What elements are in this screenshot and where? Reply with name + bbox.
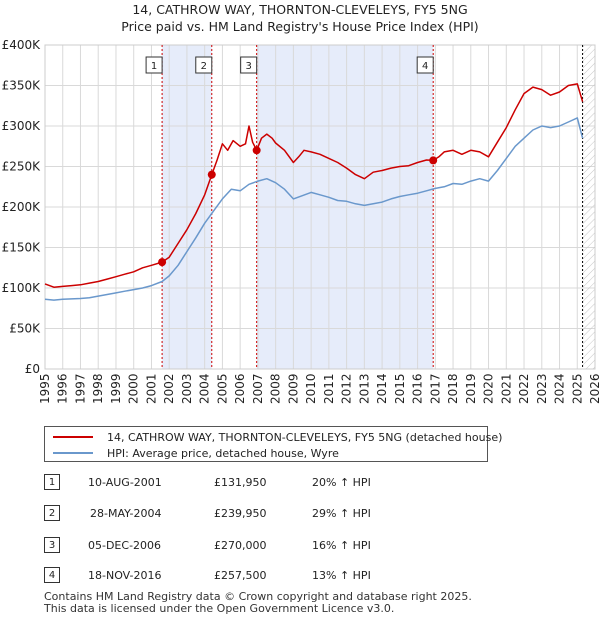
table-row: 1 10-AUG-2001 £131,950 20% ↑ HPI bbox=[44, 474, 464, 492]
x-tick-label: 2010 bbox=[304, 373, 318, 404]
sale-number-badge: 3 bbox=[44, 537, 60, 553]
sale-date: 18-NOV-2016 bbox=[88, 569, 162, 582]
x-tick-label: 2005 bbox=[215, 373, 229, 404]
sale-price: £270,000 bbox=[214, 539, 267, 552]
x-tick-label: 2019 bbox=[464, 373, 478, 404]
sale-marker-box bbox=[195, 56, 213, 74]
legend-label-property: 14, CATHROW WAY, THORNTON-CLEVELEYS, FY5… bbox=[107, 430, 503, 444]
y-tick-label: £100K bbox=[2, 281, 42, 295]
table-row: 2 28-MAY-2004 £239,950 29% ↑ HPI bbox=[44, 505, 464, 523]
y-tick-label: £150K bbox=[2, 241, 42, 255]
sale-marker-label: 3 bbox=[245, 61, 251, 72]
future-hatch-region bbox=[582, 45, 595, 369]
x-tick-label: 1997 bbox=[73, 373, 87, 404]
x-tick-label: 2006 bbox=[233, 373, 247, 404]
x-tick-label: 2008 bbox=[269, 373, 283, 404]
x-tick-label: 2000 bbox=[127, 373, 141, 404]
x-tick-label: 2001 bbox=[144, 373, 158, 404]
price-chart: 14, CATHROW WAY, THORNTON-CLEVELEYS, FY5… bbox=[2, 2, 600, 404]
sale-point bbox=[158, 258, 167, 267]
sale-price: £257,500 bbox=[214, 569, 267, 582]
x-tick-label: 2013 bbox=[357, 373, 371, 404]
x-tick-label: 2022 bbox=[517, 373, 531, 404]
x-tick-label: 2016 bbox=[411, 373, 425, 404]
y-tick-label: £300K bbox=[2, 119, 42, 133]
sale-number-badge: 1 bbox=[44, 474, 60, 490]
x-tick-label: 2009 bbox=[286, 373, 300, 404]
x-tick-label: 2011 bbox=[322, 373, 336, 404]
y-tick-label: £50K bbox=[9, 322, 41, 336]
sale-marker-box bbox=[416, 56, 434, 74]
x-tick-label: 2002 bbox=[162, 373, 176, 404]
x-tick-label: 2004 bbox=[198, 373, 212, 404]
x-tick-label: 1998 bbox=[91, 373, 105, 404]
sale-marker-label: 1 bbox=[151, 61, 157, 72]
sale-point bbox=[429, 156, 438, 165]
sale-number-badge: 4 bbox=[44, 567, 60, 583]
x-tick-label: 1995 bbox=[38, 373, 52, 404]
x-tick-label: 2015 bbox=[393, 373, 407, 404]
table-row: 3 05-DEC-2006 £270,000 16% ↑ HPI bbox=[44, 537, 464, 555]
chart-subtitle: Price paid vs. HM Land Registry's House … bbox=[121, 19, 478, 34]
sale-date: 28-MAY-2004 bbox=[90, 507, 162, 520]
sale-number-badge: 2 bbox=[44, 505, 60, 521]
x-tick-label: 2007 bbox=[251, 373, 265, 404]
y-tick-label: £350K bbox=[2, 79, 42, 93]
sale-hpi-change: 29% ↑ HPI bbox=[312, 507, 371, 520]
x-tick-label: 1996 bbox=[56, 373, 70, 404]
sale-price: £131,950 bbox=[214, 476, 267, 489]
sale-hpi-change: 20% ↑ HPI bbox=[312, 476, 371, 489]
x-tick-label: 2014 bbox=[375, 373, 389, 404]
sale-marker-box bbox=[145, 56, 163, 74]
property-price-line bbox=[44, 83, 584, 288]
footer-copyright: Contains HM Land Registry data © Crown c… bbox=[44, 590, 472, 603]
chart-title: 14, CATHROW WAY, THORNTON-CLEVELEYS, FY5… bbox=[132, 2, 467, 17]
sale-marker-label: 2 bbox=[201, 61, 207, 72]
sale-price: £239,950 bbox=[214, 507, 267, 520]
sale-date: 05-DEC-2006 bbox=[88, 539, 162, 552]
sale-marker-box bbox=[240, 56, 258, 74]
footer-licence: This data is licensed under the Open Gov… bbox=[44, 602, 395, 615]
x-tick-label: 2003 bbox=[180, 373, 194, 404]
x-tick-label: 2025 bbox=[570, 373, 584, 404]
legend-swatch-property bbox=[53, 436, 93, 438]
chart-legend: 14, CATHROW WAY, THORNTON-CLEVELEYS, FY5… bbox=[44, 426, 502, 462]
x-tick-label: 2020 bbox=[482, 373, 496, 404]
sale-point bbox=[252, 146, 261, 155]
x-tick-label: 2017 bbox=[428, 373, 442, 404]
sale-marker-label: 4 bbox=[422, 61, 428, 72]
legend-swatch-hpi bbox=[53, 452, 93, 454]
x-tick-label: 2026 bbox=[588, 373, 600, 404]
sale-hpi-change: 13% ↑ HPI bbox=[312, 569, 371, 582]
sale-hpi-change: 16% ↑ HPI bbox=[312, 539, 371, 552]
hpi-line bbox=[44, 117, 584, 301]
x-tick-label: 2021 bbox=[499, 373, 513, 404]
x-tick-label: 2024 bbox=[553, 373, 567, 404]
x-tick-label: 2012 bbox=[340, 373, 354, 404]
table-row: 4 18-NOV-2016 £257,500 13% ↑ HPI bbox=[44, 567, 464, 585]
y-tick-label: £200K bbox=[2, 200, 42, 214]
sale-date: 10-AUG-2001 bbox=[88, 476, 162, 489]
legend-item-property: 14, CATHROW WAY, THORNTON-CLEVELEYS, FY5… bbox=[53, 429, 502, 445]
x-tick-label: 1999 bbox=[109, 373, 123, 404]
x-tick-label: 2023 bbox=[535, 373, 549, 404]
y-tick-label: £0 bbox=[25, 362, 40, 376]
y-tick-label: £400K bbox=[2, 38, 42, 52]
sale-point bbox=[207, 170, 216, 179]
y-tick-label: £250K bbox=[2, 160, 42, 174]
legend-label-hpi: HPI: Average price, detached house, Wyre bbox=[107, 446, 339, 460]
legend-item-hpi: HPI: Average price, detached house, Wyre bbox=[53, 445, 339, 461]
x-tick-label: 2018 bbox=[446, 373, 460, 404]
